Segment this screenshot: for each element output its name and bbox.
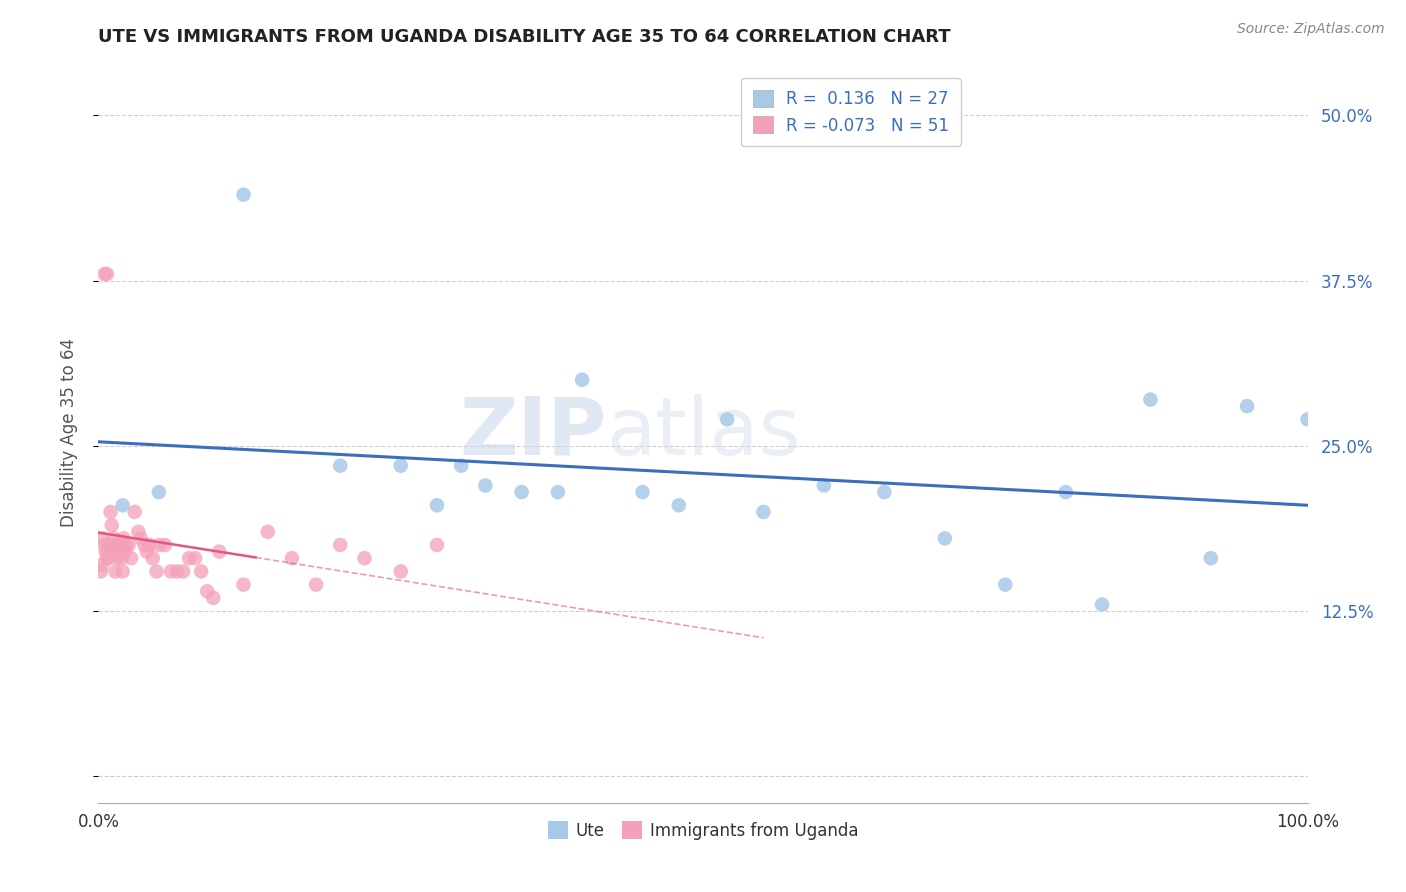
Point bbox=[91, 558, 114, 572]
Point bbox=[232, 187, 254, 202]
Point bbox=[148, 485, 170, 500]
Point bbox=[389, 458, 412, 473]
Point bbox=[94, 544, 117, 558]
Point bbox=[153, 538, 176, 552]
Point bbox=[208, 544, 231, 558]
Point bbox=[115, 538, 138, 552]
Point bbox=[1199, 551, 1222, 566]
Point bbox=[148, 538, 170, 552]
Text: ZIP: ZIP bbox=[458, 393, 606, 472]
Point bbox=[571, 373, 593, 387]
Point bbox=[547, 485, 569, 500]
Point bbox=[232, 577, 254, 591]
Point bbox=[1091, 598, 1114, 612]
Point bbox=[450, 458, 472, 473]
Point bbox=[329, 458, 352, 473]
Point bbox=[103, 532, 125, 546]
Point bbox=[91, 532, 114, 546]
Text: UTE VS IMMIGRANTS FROM UGANDA DISABILITY AGE 35 TO 64 CORRELATION CHART: UTE VS IMMIGRANTS FROM UGANDA DISABILITY… bbox=[98, 28, 950, 45]
Point bbox=[97, 551, 120, 566]
Point bbox=[96, 267, 118, 281]
Point bbox=[98, 538, 121, 552]
Text: atlas: atlas bbox=[606, 393, 800, 472]
Point bbox=[305, 577, 328, 591]
Text: Source: ZipAtlas.com: Source: ZipAtlas.com bbox=[1237, 22, 1385, 37]
Point bbox=[112, 532, 135, 546]
Point bbox=[111, 565, 134, 579]
Point bbox=[100, 518, 122, 533]
Y-axis label: Disability Age 35 to 64: Disability Age 35 to 64 bbox=[59, 338, 77, 527]
Point bbox=[426, 538, 449, 552]
Point bbox=[96, 551, 118, 566]
Legend: Ute, Immigrants from Uganda: Ute, Immigrants from Uganda bbox=[541, 814, 865, 847]
Point bbox=[124, 505, 146, 519]
Point bbox=[1236, 399, 1258, 413]
Point bbox=[202, 591, 225, 605]
Point bbox=[256, 524, 278, 539]
Point bbox=[1296, 412, 1319, 426]
Point bbox=[631, 485, 654, 500]
Point bbox=[105, 551, 128, 566]
Point bbox=[716, 412, 738, 426]
Point bbox=[190, 565, 212, 579]
Point bbox=[1139, 392, 1161, 407]
Point bbox=[101, 538, 124, 552]
Point bbox=[93, 267, 115, 281]
Point bbox=[110, 551, 132, 566]
Point bbox=[104, 565, 127, 579]
Point bbox=[994, 577, 1017, 591]
Point bbox=[474, 478, 496, 492]
Point bbox=[166, 565, 188, 579]
Point bbox=[668, 499, 690, 513]
Point bbox=[510, 485, 533, 500]
Point bbox=[93, 538, 115, 552]
Point bbox=[129, 532, 152, 546]
Point bbox=[108, 544, 131, 558]
Point bbox=[142, 551, 165, 566]
Point bbox=[353, 551, 375, 566]
Point bbox=[426, 499, 449, 513]
Point bbox=[813, 478, 835, 492]
Point bbox=[135, 544, 157, 558]
Point bbox=[118, 538, 141, 552]
Point bbox=[184, 551, 207, 566]
Point bbox=[752, 505, 775, 519]
Point bbox=[100, 505, 122, 519]
Point bbox=[172, 565, 194, 579]
Point bbox=[111, 499, 134, 513]
Point bbox=[160, 565, 183, 579]
Point bbox=[934, 532, 956, 546]
Point bbox=[107, 538, 129, 552]
Point bbox=[108, 538, 131, 552]
Point bbox=[179, 551, 201, 566]
Point bbox=[134, 538, 156, 552]
Point bbox=[120, 551, 142, 566]
Point bbox=[90, 565, 112, 579]
Point bbox=[329, 538, 352, 552]
Point bbox=[127, 524, 149, 539]
Point bbox=[1054, 485, 1077, 500]
Point bbox=[114, 544, 136, 558]
Point bbox=[138, 538, 160, 552]
Point bbox=[145, 565, 167, 579]
Point bbox=[873, 485, 896, 500]
Point bbox=[281, 551, 304, 566]
Point bbox=[389, 565, 412, 579]
Point bbox=[195, 584, 218, 599]
